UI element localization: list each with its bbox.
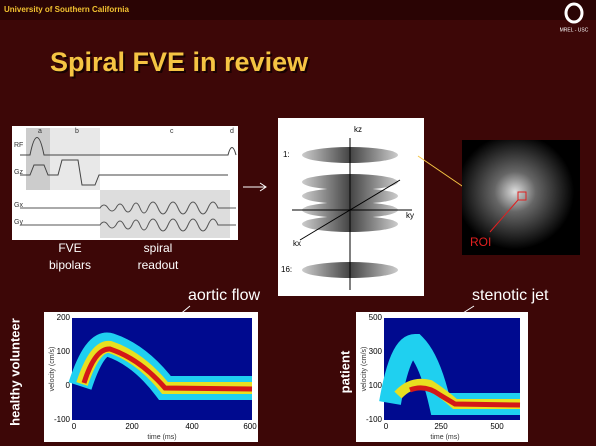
page: {"header": {"institution": "University o… xyxy=(0,0,596,446)
institution: University of Southern California xyxy=(4,5,129,14)
label: 100 xyxy=(57,347,71,356)
velocity-plot: 500 300 100 -100 0 250 500 time (ms) vel… xyxy=(356,312,528,442)
roi-label: ROI xyxy=(470,235,491,249)
label: velocity (cm/s) xyxy=(361,347,368,392)
label: 16: xyxy=(281,265,292,274)
caption: spiral xyxy=(144,241,173,255)
caption: readout xyxy=(138,258,179,272)
caption: bipolars xyxy=(49,258,91,272)
label: Gx xyxy=(14,202,23,209)
label: 500 xyxy=(490,422,504,431)
velocity-plot: 200 100 0 -100 0 200 400 600 time (ms) v… xyxy=(44,312,258,442)
label: 100 xyxy=(369,381,383,390)
label: 0 xyxy=(66,381,71,390)
label: 250 xyxy=(434,422,448,431)
subject: healthy volunteer xyxy=(7,318,22,426)
label: 200 xyxy=(125,422,139,431)
label: a xyxy=(38,128,42,135)
label: kx xyxy=(293,239,301,248)
kspace-diagram: kz ky kx 1: 16: xyxy=(278,118,424,296)
sequence-diagram: RF Gz Gx Gy a b c d xyxy=(12,126,238,240)
label: 0 xyxy=(72,422,77,431)
title: Spiral FVE in review xyxy=(50,47,309,77)
label: time (ms) xyxy=(430,434,459,441)
label: b xyxy=(75,128,79,135)
label: ky xyxy=(406,211,414,220)
label: d xyxy=(230,128,234,135)
annotation: aortic flow xyxy=(188,287,260,304)
label: Gz xyxy=(14,169,23,176)
label: 1: xyxy=(283,150,290,159)
logo-text: MREL - USC xyxy=(560,27,589,33)
label: kz xyxy=(354,125,362,134)
label: 400 xyxy=(185,422,199,431)
label: time (ms) xyxy=(147,434,176,441)
label: 300 xyxy=(369,347,383,356)
label: RF xyxy=(14,142,23,149)
annotation: stenotic jet xyxy=(472,287,549,304)
label: -100 xyxy=(54,415,71,424)
label: 0 xyxy=(384,422,389,431)
label: Gy xyxy=(14,219,23,226)
label: c xyxy=(170,128,174,135)
subject: patient xyxy=(337,350,352,393)
label: -100 xyxy=(366,415,383,424)
label: 600 xyxy=(243,422,257,431)
slide: University of Southern California MREL -… xyxy=(0,0,596,446)
label: velocity (cm/s) xyxy=(49,347,56,392)
label: 200 xyxy=(57,313,71,322)
label: 500 xyxy=(369,313,383,322)
caption: FVE xyxy=(58,241,81,255)
